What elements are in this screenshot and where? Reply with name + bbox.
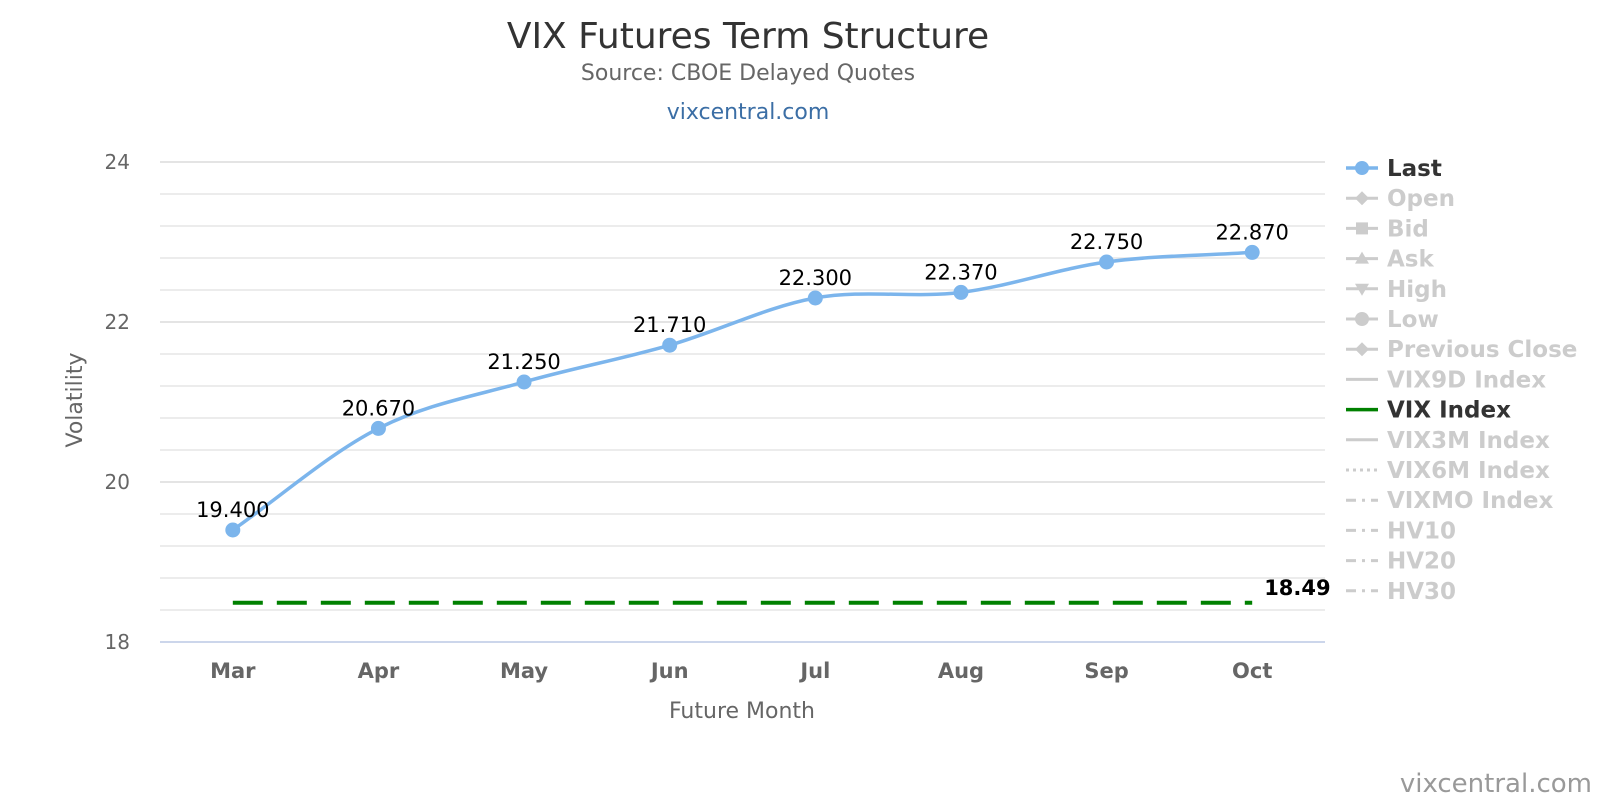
legend-item[interactable]: Ask [1346,247,1434,273]
x-tick-label: Apr [358,659,400,683]
x-tick-label: Sep [1084,659,1128,683]
last-point-marker[interactable] [953,284,969,300]
legend-item[interactable]: VIX6M Index [1346,458,1550,484]
source-link[interactable]: vixcentral.com [667,100,830,125]
legend-label: VIX3M Index [1387,428,1550,454]
legend-diamond-marker [1355,191,1369,206]
last-point-marker[interactable] [516,374,532,390]
legend-item[interactable]: VIX9D Index [1346,367,1546,393]
last-data-label: 22.370 [924,260,997,284]
grid-layer [160,161,1325,643]
legend-item[interactable]: VIX Index [1346,398,1511,424]
last-data-label: 22.300 [779,266,852,290]
y-tick-label: 24 [105,150,130,174]
legend-label: VIX6M Index [1387,458,1550,484]
x-tick-label: Jun [649,659,689,683]
legend-item[interactable]: HV20 [1346,549,1456,575]
legend-label: High [1387,277,1447,303]
legend-diamond-marker [1355,342,1369,357]
legend-label: Bid [1387,216,1429,242]
series-layer [225,244,1260,605]
chart-title: VIX Futures Term Structure [507,16,989,57]
axis-layer: 18 20 22 24 Mar Apr May Jun Jul Aug Sep Oct [105,150,1325,683]
legend-item[interactable]: Previous Close [1346,337,1577,363]
legend-item[interactable]: Bid [1346,216,1429,242]
legend-label: VIXMO Index [1387,488,1554,514]
vix-index-end-label: 18.49 [1264,576,1330,600]
last-point-marker[interactable] [1099,254,1115,270]
legend-label: Low [1387,307,1439,333]
legend-label: HV20 [1387,549,1456,575]
x-tick-label: May [500,659,548,683]
last-data-label: 21.250 [487,350,560,374]
legend-label: Ask [1387,247,1434,273]
y-axis-title: Volatility [63,352,88,447]
legend-square-marker [1356,222,1368,235]
last-data-label: 20.670 [342,396,415,420]
last-data-label: 22.870 [1215,220,1288,244]
legend-item[interactable]: Open [1346,186,1455,212]
last-point-marker[interactable] [662,337,678,353]
last-data-label: 21.710 [633,313,706,337]
legend-label: HV10 [1387,518,1456,544]
last-point-marker[interactable] [807,290,823,306]
legend-item[interactable]: High [1346,277,1447,303]
legend-item[interactable]: HV30 [1346,579,1456,605]
x-axis-title: Future Month [669,699,815,724]
legend-circle-marker [1355,312,1369,326]
last-data-label: 22.750 [1070,230,1143,254]
last-point-marker[interactable] [225,522,241,538]
x-tick-label: Aug [938,659,984,683]
y-tick-label: 18 [105,630,130,654]
y-tick-label: 22 [105,310,130,334]
legend-label: Open [1387,186,1455,212]
legend-label: HV30 [1387,579,1456,605]
legend-item[interactable]: Last [1346,156,1442,182]
credit-text[interactable]: vixcentral.com [1400,769,1592,799]
x-tick-label: Mar [210,659,256,683]
x-tick-label: Oct [1232,659,1272,683]
x-tick-label: Jul [798,659,830,683]
legend-label: Previous Close [1387,337,1577,363]
legend-label: VIX9D Index [1387,367,1546,393]
legend-item[interactable]: VIX3M Index [1346,428,1550,454]
legend-item[interactable]: Low [1346,307,1439,333]
legend-item[interactable]: HV10 [1346,518,1456,544]
legend-triangle-down-marker [1355,283,1369,296]
last-data-label: 19.400 [196,498,269,522]
legend-label: Last [1387,156,1442,182]
last-point-marker[interactable] [370,420,386,436]
legend-triangle-marker [1355,251,1369,264]
chart-subtitle: Source: CBOE Delayed Quotes [581,61,915,86]
legend: Last Open Bid Ask High Low Previous Close VIX9D… [1346,156,1577,605]
last-point-marker[interactable] [1244,244,1260,260]
legend-item[interactable]: VIXMO Index [1346,488,1554,514]
legend-label: VIX Index [1387,398,1511,424]
legend-circle-marker [1355,161,1369,175]
series-last-line[interactable] [231,250,1253,532]
y-tick-label: 20 [105,470,130,494]
label-layer: 18.49 19.400 20.670 21.250 21.710 22.300 22.37… [196,220,1331,599]
